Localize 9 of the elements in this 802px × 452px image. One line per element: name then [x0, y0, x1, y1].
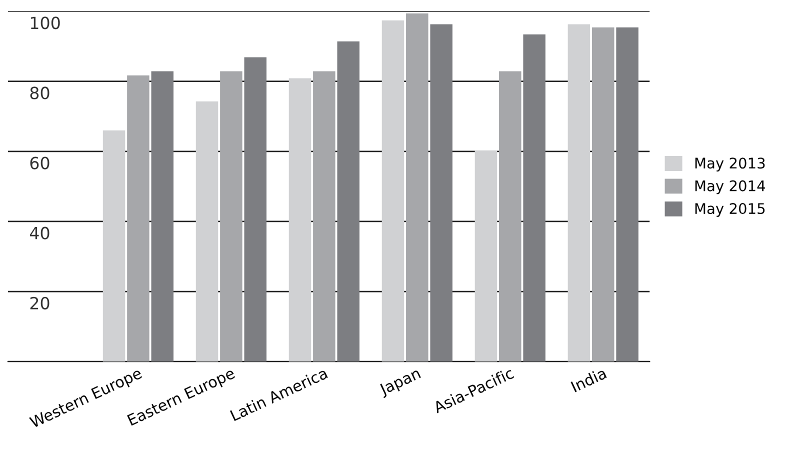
y-tick-label: 40: [30, 226, 50, 240]
x-tick-label: India: [570, 367, 607, 392]
legend-label: May 2013: [695, 158, 765, 172]
legend-label: May 2014: [695, 180, 766, 194]
y-tick-label: 60: [30, 156, 50, 170]
y-tick-label: 100: [30, 16, 60, 30]
y-tick-label: 20: [30, 296, 50, 310]
legend-label: May 2015: [695, 203, 765, 217]
y-tick-label: 80: [30, 86, 50, 100]
